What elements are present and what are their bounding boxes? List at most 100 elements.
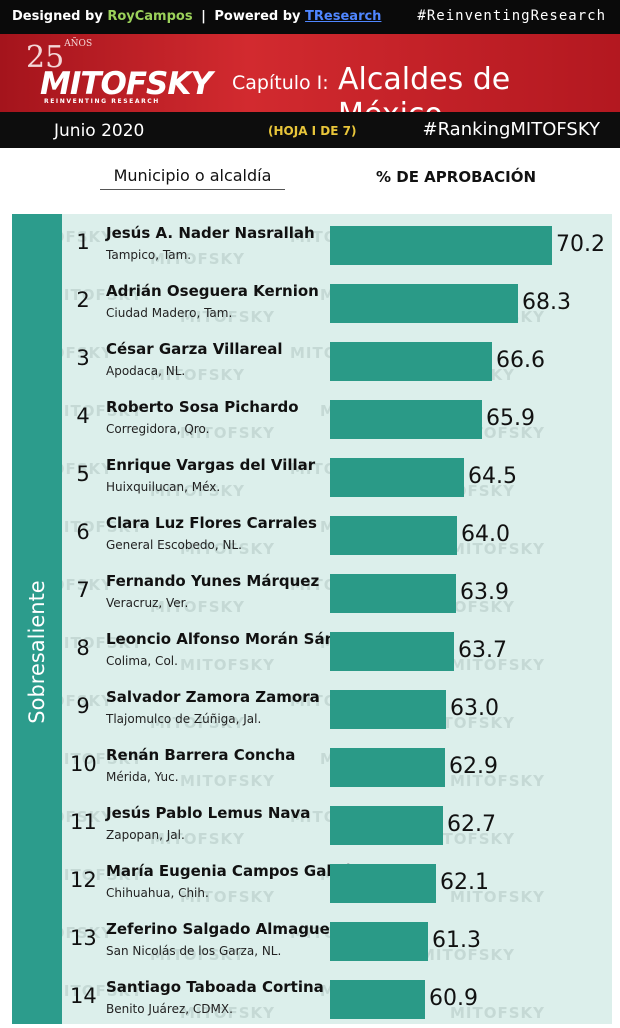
approval-bar — [330, 806, 443, 845]
mayor-name: César Garza Villareal — [106, 340, 283, 358]
watermark-text: MITOFSKY — [450, 772, 546, 790]
approval-bar — [330, 864, 436, 903]
approval-bar — [330, 980, 425, 1019]
ranking-row: 2 Adrián Oseguera Kernion Ciudad Madero, T… — [62, 274, 612, 332]
rank-number: 6 — [76, 520, 90, 544]
rank-number: 3 — [76, 346, 90, 370]
municipality-name: Benito Juárez, CDMX. — [106, 1002, 233, 1016]
approval-value: 62.7 — [447, 812, 496, 837]
municipality-name: San Nicolás de los Garza, NL. — [106, 944, 282, 958]
approval-value: 62.1 — [440, 870, 489, 895]
rank-number: 12 — [70, 868, 97, 892]
ranking-row: 14 Santiago Taboada Cortina Benito Juárez,… — [62, 970, 612, 1028]
approval-bar — [330, 748, 445, 787]
approval-bar — [330, 574, 456, 613]
municipality-name: Zapopan, Jal. — [106, 828, 185, 842]
top-credits-bar — [0, 0, 620, 34]
watermark-text: MITOFSKY — [450, 888, 546, 906]
municipality-name: Chihuahua, Chih. — [106, 886, 209, 900]
watermark-text: MITOFSKY — [150, 482, 246, 500]
watermark-text: MITOFSKY — [450, 540, 546, 558]
approval-bar — [330, 400, 482, 439]
mayor-name: Leoncio Alfonso Morán Sánchez — [106, 630, 374, 648]
approval-value: 60.9 — [429, 986, 478, 1011]
approval-value: 68.3 — [522, 290, 571, 315]
column-header-approval: % DE APROBACIÓN — [376, 168, 537, 186]
ranking-row: 3 César Garza Villareal Apodaca, NL. 66.6 — [62, 332, 612, 390]
anniversary-number: 25 — [26, 40, 65, 75]
credits-line: Designed by RoyCampos | Powered by TRese… — [12, 9, 381, 24]
category-label: Sobresaliente — [25, 580, 49, 724]
municipality-name: Colima, Col. — [106, 654, 178, 668]
anniversary-mark: 25AÑOS — [26, 39, 93, 75]
municipality-name: Corregidora, Qro. — [106, 422, 210, 436]
approval-bar — [330, 458, 464, 497]
approval-bar — [330, 342, 492, 381]
watermark-text: MITOFSKY — [48, 286, 144, 304]
mayor-name: Clara Luz Flores Carrales — [106, 514, 317, 532]
ranking-row: 11 Jesús Pablo Lemus Nava Zapopan, Jal. 62.… — [62, 796, 612, 854]
watermark-text: MITOFSKY — [150, 250, 246, 268]
approval-value: 62.9 — [449, 754, 498, 779]
municipality-name: Veracruz, Ver. — [106, 596, 189, 610]
watermark-text: MITOFSKY — [180, 772, 276, 790]
approval-value: 64.5 — [468, 464, 517, 489]
approval-value: 61.3 — [432, 928, 481, 953]
watermark-text: MITOFSKY — [150, 714, 246, 732]
mayor-name: Enrique Vargas del Villar — [106, 456, 316, 474]
watermark-text: MITOFSKY — [150, 366, 246, 384]
mayor-name: Adrián Oseguera Kernion — [106, 282, 319, 300]
category-band — [12, 214, 62, 1024]
rank-number: 7 — [76, 578, 90, 602]
powered-by-label: Powered by — [214, 9, 301, 24]
watermark-text: MITOFSKY — [180, 424, 276, 442]
credits-separator: | — [201, 9, 206, 24]
rank-number: 1 — [76, 230, 90, 254]
approval-value: 63.0 — [450, 696, 499, 721]
watermark-text: MITOFSKY — [150, 598, 246, 616]
column-header-municipality: Municipio o alcaldía — [100, 166, 285, 190]
mayor-name: Zeferino Salgado Almaguer — [106, 920, 338, 938]
approval-bar — [330, 922, 428, 961]
watermark-text: MITOFSKY — [48, 402, 144, 420]
approval-value: 63.9 — [460, 580, 509, 605]
subheader-bar — [0, 112, 620, 148]
watermark-text: MITOFSKY — [48, 750, 144, 768]
municipality-name: General Escobedo, NL. — [106, 538, 242, 552]
municipality-name: Huixquilucan, Méx. — [106, 480, 221, 494]
mayor-name: Roberto Sosa Pichardo — [106, 398, 299, 416]
rank-number: 11 — [70, 810, 97, 834]
ranking-row: 5 Enrique Vargas del Villar Huixquilucan, … — [62, 448, 612, 506]
rank-number: 13 — [70, 926, 97, 950]
municipality-name: Tlajomulco de Zúñiga, Jal. — [106, 712, 262, 726]
municipality-name: Mérida, Yuc. — [106, 770, 179, 784]
chapter-label: Capítulo I: — [232, 72, 329, 94]
top-hashtag: #ReinventingResearch — [417, 8, 606, 24]
brand-name: MITOFSKY — [40, 66, 213, 102]
mayor-name: Santiago Taboada Cortina — [106, 978, 324, 996]
mayor-name: Jesús A. Nader Nasrallah — [106, 224, 315, 242]
watermark-text: MITOFSKY — [420, 830, 516, 848]
designer-link[interactable]: RoyCampos — [107, 9, 193, 24]
municipality-name: Ciudad Madero, Tam. — [106, 306, 233, 320]
header-band — [0, 34, 620, 112]
rank-number: 5 — [76, 462, 90, 486]
ranking-row: 4 Roberto Sosa Pichardo Corregidora, Qro. 6… — [62, 390, 612, 448]
sheet-indicator: (HOJA I DE 7) — [268, 124, 357, 138]
approval-value: 63.7 — [458, 638, 507, 663]
mayor-name: Jesús Pablo Lemus Nava — [106, 804, 311, 822]
chart-panel — [12, 214, 612, 1024]
ranking-hashtag: #RankingMITOFSKY — [422, 119, 600, 140]
watermark-text: MITOFSKY — [420, 946, 516, 964]
watermark-text: MITOFSKY — [48, 866, 144, 884]
watermark-text: MITOFSKY — [180, 1004, 276, 1022]
ranking-row: 7 Fernando Yunes Márquez Veracruz, Ver. 63.… — [62, 564, 612, 622]
ranking-row: 9 Salvador Zamora Zamora Tlajomulco de Zúñ… — [62, 680, 612, 738]
brand-tagline: REINVENTING RESEARCH — [44, 98, 160, 105]
watermark-text: MITOFSKY — [180, 888, 276, 906]
watermark-text: MITOFSKY — [150, 946, 246, 964]
mayor-name: Renán Barrera Concha — [106, 746, 296, 764]
municipality-name: Apodaca, NL. — [106, 364, 186, 378]
powered-by-link[interactable]: TResearch — [305, 9, 382, 24]
anniversary-label: AÑOS — [64, 39, 93, 49]
